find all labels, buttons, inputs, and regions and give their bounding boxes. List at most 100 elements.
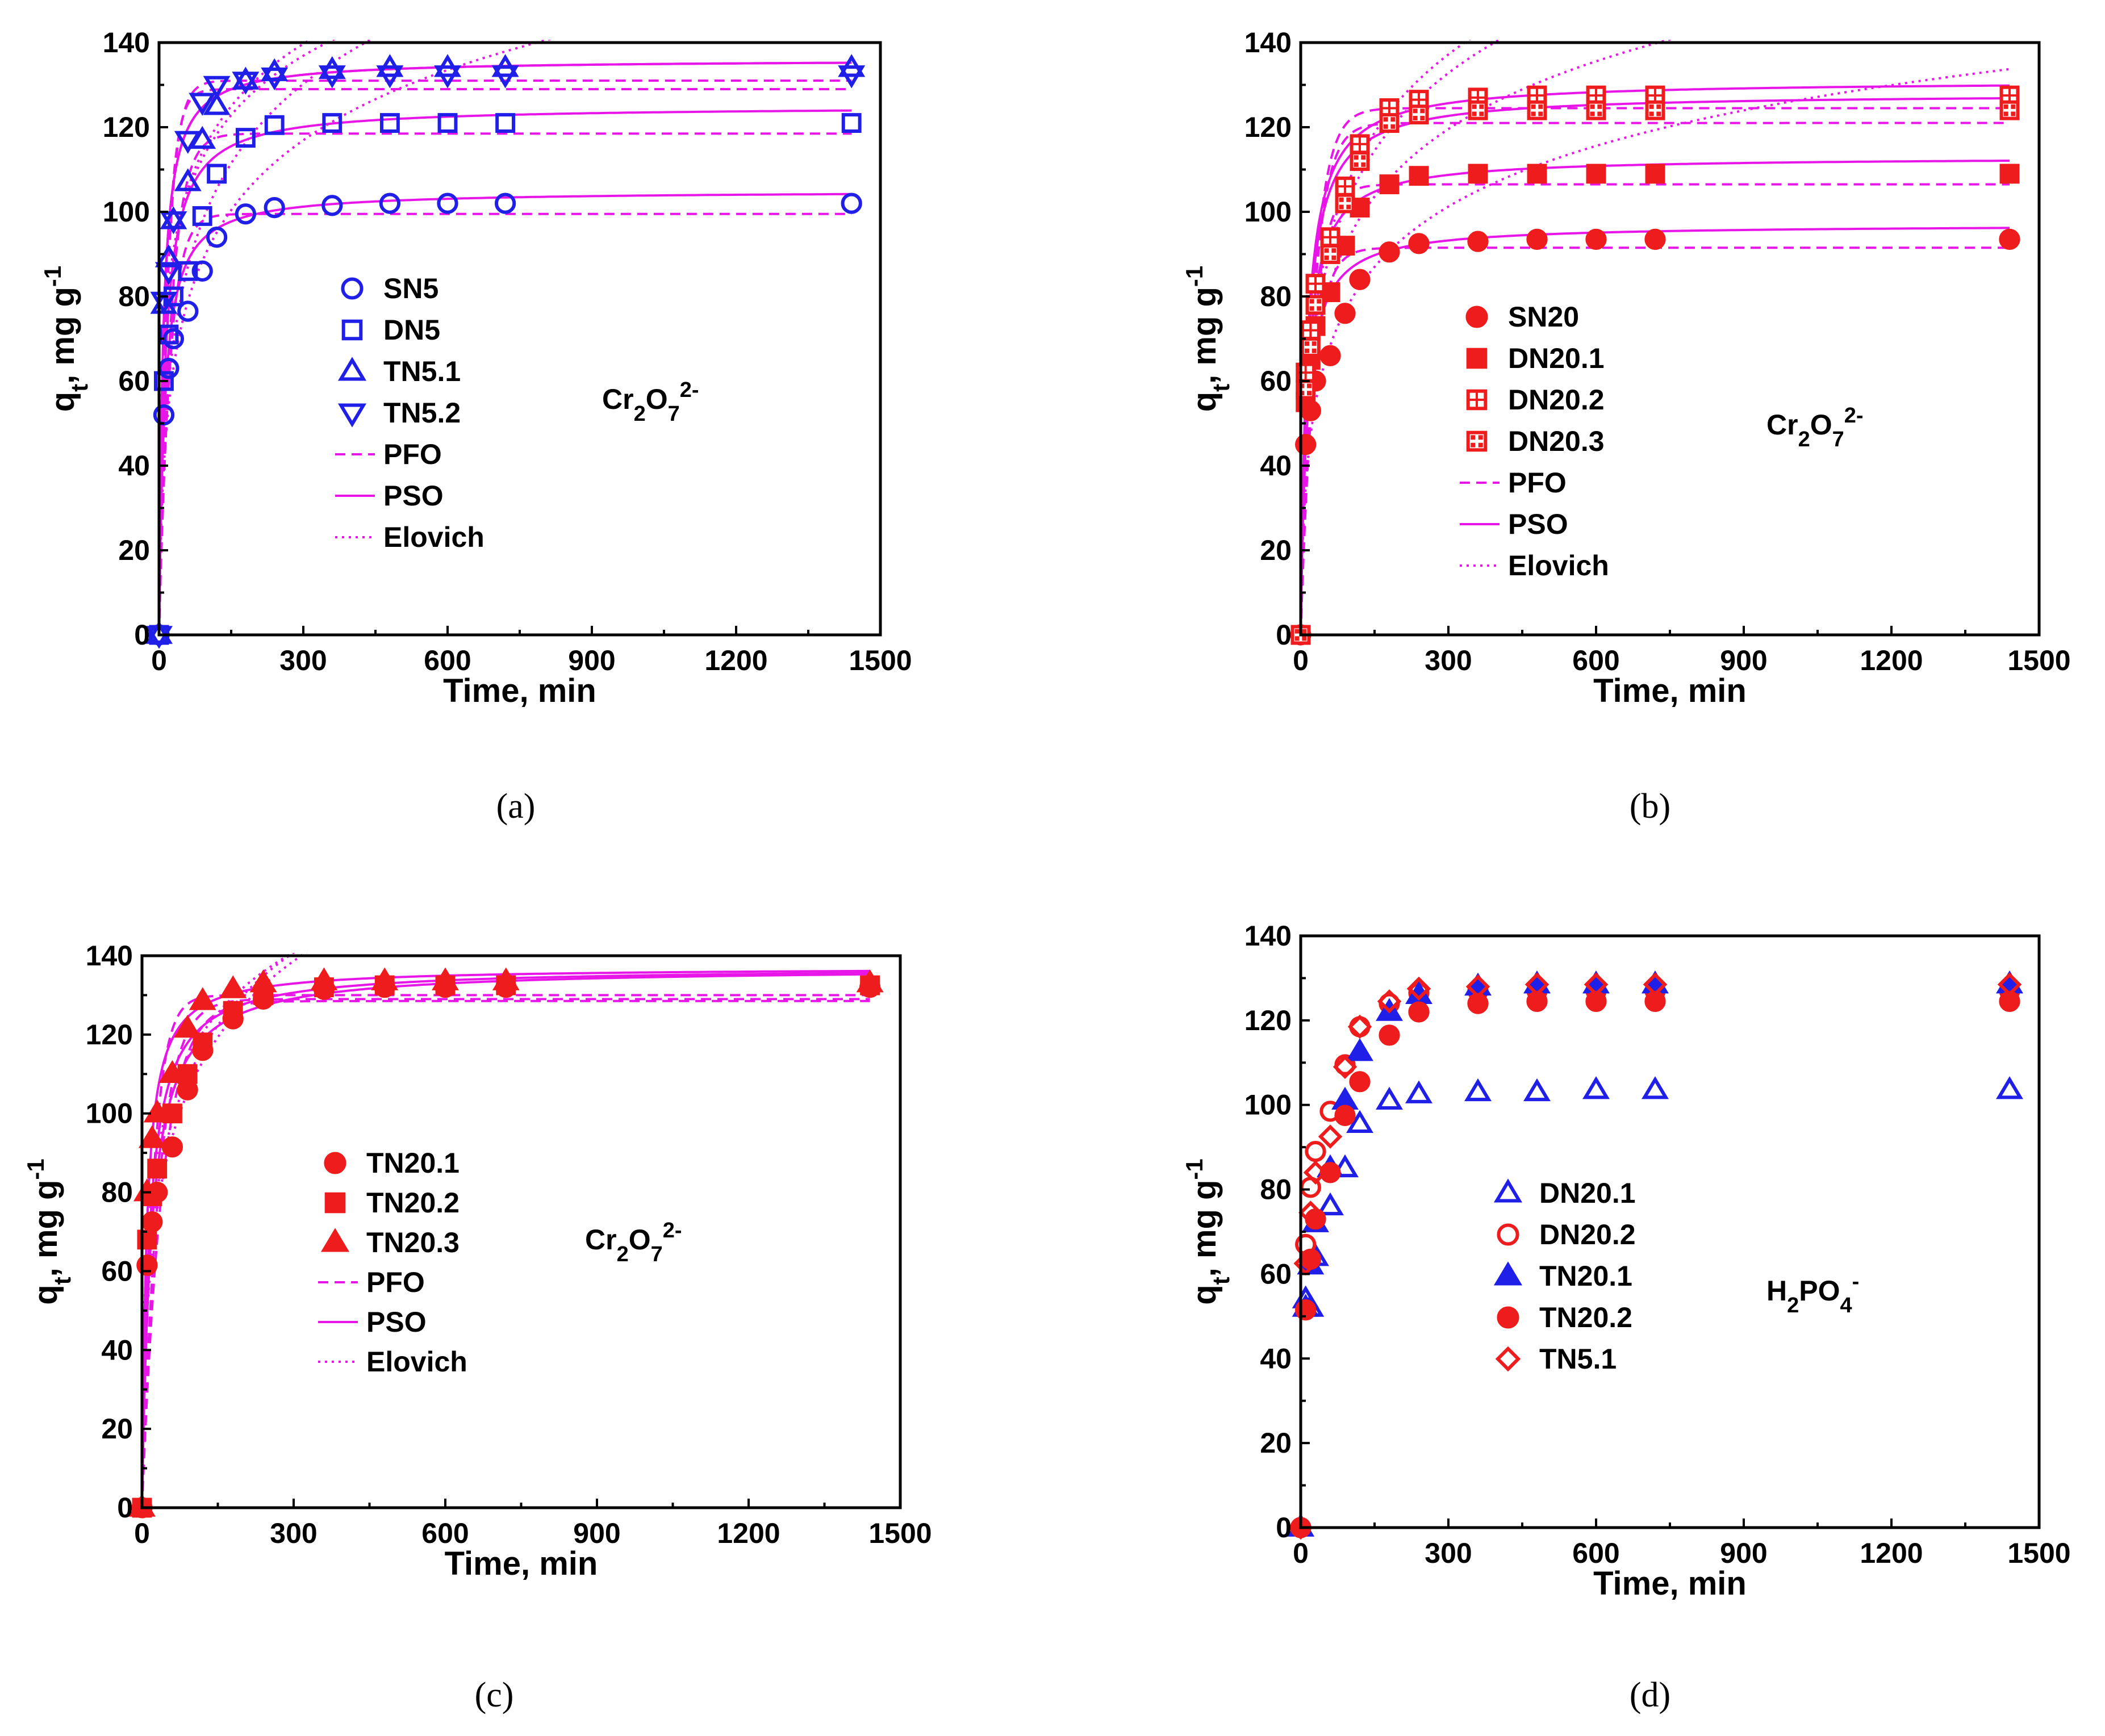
point-dn20.3-dot — [1383, 124, 1388, 129]
point-sn5 — [494, 193, 516, 214]
point-tn20.2 — [147, 1158, 168, 1179]
legend-marker-dn20.3-dot — [1478, 442, 1483, 447]
point-dn5-box — [264, 115, 285, 135]
legend-label-tn20.1: TN20.1 — [1539, 1260, 1632, 1292]
plot-frame-c — [140, 954, 902, 1509]
point-dn20.3 — [1586, 100, 1606, 120]
point-dn20.1 — [1464, 1078, 1492, 1102]
legend-label-pso: PSO — [1508, 508, 1568, 540]
legend-label-sn5: SN5 — [383, 273, 438, 304]
point-dn20.3-dot — [1317, 306, 1322, 311]
point-dn20.3-dot — [1309, 306, 1314, 311]
pfo-curve-dn20.3 — [1301, 122, 2010, 635]
x-tick-label: 900 — [568, 645, 615, 676]
point-dn20.3-dot — [1331, 255, 1336, 260]
point-dn20.1-box — [1379, 174, 1400, 195]
point-dn20.3-dot — [1309, 299, 1314, 304]
series-tn20.2 — [1290, 990, 2020, 1538]
y-axis-label-b: qt, mg g-1 — [1181, 266, 1234, 412]
point-tn20.3 — [174, 1014, 202, 1038]
point-dn20.3 — [1379, 113, 1400, 133]
point-tn20.3 — [492, 967, 520, 990]
x-tick-label: 600 — [424, 645, 471, 676]
x-tick-label: 1200 — [717, 1517, 780, 1549]
legend-b: SN20 DN20.1 DN20.2 DN20.3 PFO PSO Elovich — [1460, 301, 1609, 582]
point-tn5.1 — [1377, 989, 1402, 1014]
pso-curve-tn20.2 — [142, 972, 870, 1508]
x-tick-label: 300 — [270, 1517, 317, 1549]
point-tn5.2 — [376, 65, 404, 89]
legend-marker-tn20.1 — [324, 1152, 346, 1174]
y-tick-label: 80 — [118, 281, 150, 312]
y-tick-label: 0 — [134, 619, 150, 651]
y-tick-label: 20 — [1260, 534, 1292, 566]
point-dn20.3-dot — [1531, 111, 1536, 116]
legend-marker-tn20.2-box — [324, 1192, 346, 1214]
legend-label-dn20.2: DN20.2 — [1508, 384, 1605, 416]
pso-curve-sn20 — [1301, 227, 2010, 635]
x-tick-label: 600 — [1572, 645, 1619, 676]
legend-marker-tn5.1 — [337, 357, 367, 381]
point-dn20.3-dot — [1538, 111, 1543, 116]
point-tn20.2 — [1349, 1071, 1371, 1093]
point-dn20.3-dot — [1472, 104, 1477, 109]
point-tn5.2 — [434, 65, 461, 89]
legend-label-tn20.3: TN20.3 — [366, 1227, 460, 1258]
pso-curve-sn5 — [159, 193, 852, 635]
pso-curve-dn20.3 — [1301, 97, 2010, 635]
y-tick-label: 60 — [1260, 1258, 1292, 1290]
x-tick-label: 1500 — [849, 645, 912, 676]
point-dn20.1-box — [1586, 164, 1606, 184]
point-dn5-box — [154, 371, 174, 391]
pfo-curve-tn20.3 — [142, 994, 870, 1508]
series-tn5.2 — [145, 65, 866, 649]
point-dn5 — [495, 113, 516, 133]
point-tn5.1 — [1347, 1014, 1372, 1039]
point-dn20.3-dot — [1354, 155, 1359, 160]
point-tn5.2 — [154, 262, 182, 285]
point-sn5 — [191, 260, 213, 282]
point-tn5.1 — [174, 168, 202, 191]
y-tick-label: 140 — [86, 940, 133, 972]
axes-d: 0 300 600 900 1200 1500 0 20 40 60 80 100 120 140 — [1244, 920, 2071, 1569]
y-tick-label: 40 — [1260, 450, 1292, 482]
point-dn20.3-dot — [1312, 341, 1317, 346]
ion-annotation-d: H2PO4- — [1766, 1270, 1859, 1317]
point-dn20.3-dot — [1317, 299, 1322, 304]
legend-label-elovich: Elovich — [383, 521, 485, 553]
legend-label-pfo: PFO — [383, 438, 442, 470]
point-dn5 — [235, 128, 256, 148]
point-dn20.2 — [1335, 176, 1355, 196]
legend-label-tn20.1: TN20.1 — [366, 1147, 460, 1179]
point-dn20.3-dot — [1656, 104, 1661, 109]
point-dn20.1 — [1346, 1110, 1373, 1133]
point-dn20.3-dot — [1339, 204, 1344, 210]
point-dn20.3 — [1645, 100, 1665, 120]
elovich-curve-dn20.1 — [1301, 40, 1673, 635]
legend-marker-dn5 — [341, 319, 363, 341]
point-dn20.1 — [1523, 1078, 1551, 1102]
legend-c: TN20.1 TN20.2 TN20.3 PFO PSO Elovich — [318, 1147, 467, 1378]
panel-d: 0 300 600 900 1200 1500 0 20 40 60 80 100 120 140 Time… — [1181, 920, 2071, 1714]
model-curves-c — [142, 953, 870, 1508]
point-tn20.1 — [161, 1136, 183, 1158]
point-sn20 — [1526, 228, 1548, 250]
axes-b: 0 300 600 900 1200 1500 0 20 40 60 80 100 120 140 — [1244, 27, 2071, 676]
y-tick-label: 60 — [1260, 365, 1292, 397]
pfo-curve-dn5 — [159, 132, 852, 635]
point-tn5.2 — [174, 131, 202, 154]
point-dn20.3-dot — [1294, 636, 1300, 641]
point-dn20.3-dot — [1420, 108, 1425, 114]
point-dn20.3 — [1468, 100, 1488, 120]
legend-a: SN5 DN5 TN5.1 TN5.2 PFO PSO Elovich — [335, 273, 485, 553]
pfo-curve-sn5 — [159, 212, 852, 635]
point-dn20.1 — [1379, 174, 1400, 195]
point-dn20.3-dot — [1649, 111, 1654, 116]
point-tn5.2 — [491, 65, 519, 89]
point-tn20.3 — [249, 969, 277, 993]
y-tick-label: 20 — [1260, 1427, 1292, 1459]
point-dn20.3 — [1320, 244, 1340, 264]
point-dn5 — [192, 206, 212, 226]
point-dn20.3-dot — [2003, 104, 2008, 109]
point-tn20.3 — [310, 967, 338, 990]
